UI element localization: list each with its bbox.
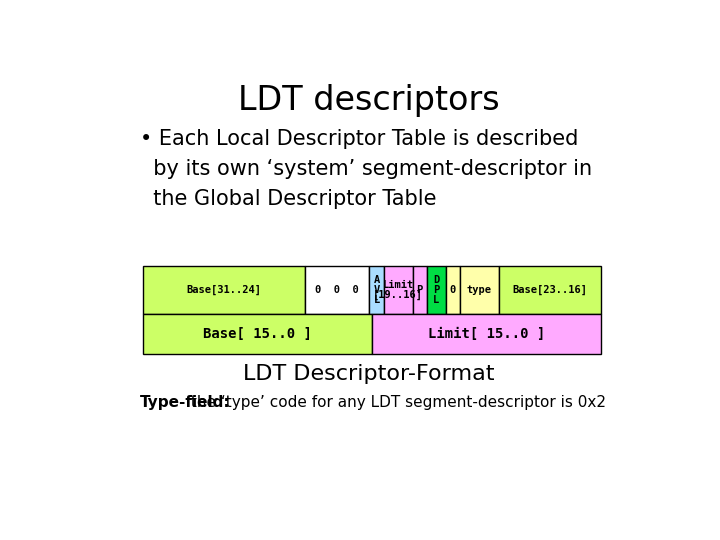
Text: Limit[ 15..0 ]: Limit[ 15..0 ] — [428, 327, 545, 341]
Bar — [460, 266, 499, 314]
Bar — [384, 266, 413, 314]
Text: Type-field:: Type-field: — [140, 395, 231, 410]
Text: 0: 0 — [450, 285, 456, 295]
Text: the ‘type’ code for any LDT segment-descriptor is 0x2: the ‘type’ code for any LDT segment-desc… — [186, 395, 606, 410]
Text: by its own ‘system’ segment-descriptor in: by its own ‘system’ segment-descriptor i… — [140, 159, 593, 179]
Bar — [305, 266, 369, 314]
Bar — [413, 266, 426, 314]
Text: D
P
L: D P L — [433, 275, 439, 306]
Text: Base[23..16]: Base[23..16] — [513, 285, 588, 295]
Bar — [372, 314, 600, 354]
Text: type: type — [467, 285, 492, 295]
Text: Base[31..24]: Base[31..24] — [186, 285, 261, 295]
Text: LDT descriptors: LDT descriptors — [238, 84, 500, 117]
Bar — [143, 314, 372, 354]
Text: 0  0  0: 0 0 0 — [315, 285, 359, 295]
Text: LDT Descriptor-Format: LDT Descriptor-Format — [243, 364, 495, 384]
Bar — [369, 266, 384, 314]
Text: • Each Local Descriptor Table is described: • Each Local Descriptor Table is describ… — [140, 129, 579, 149]
Bar — [426, 266, 446, 314]
Bar — [499, 266, 600, 314]
Text: Base[ 15..0 ]: Base[ 15..0 ] — [203, 327, 312, 341]
Text: P: P — [416, 285, 423, 295]
Text: Limit
[19..16]: Limit [19..16] — [374, 280, 423, 300]
Text: the Global Descriptor Table: the Global Descriptor Table — [140, 189, 437, 209]
Bar — [143, 266, 305, 314]
Text: A
V
L: A V L — [374, 275, 379, 306]
Bar — [446, 266, 460, 314]
